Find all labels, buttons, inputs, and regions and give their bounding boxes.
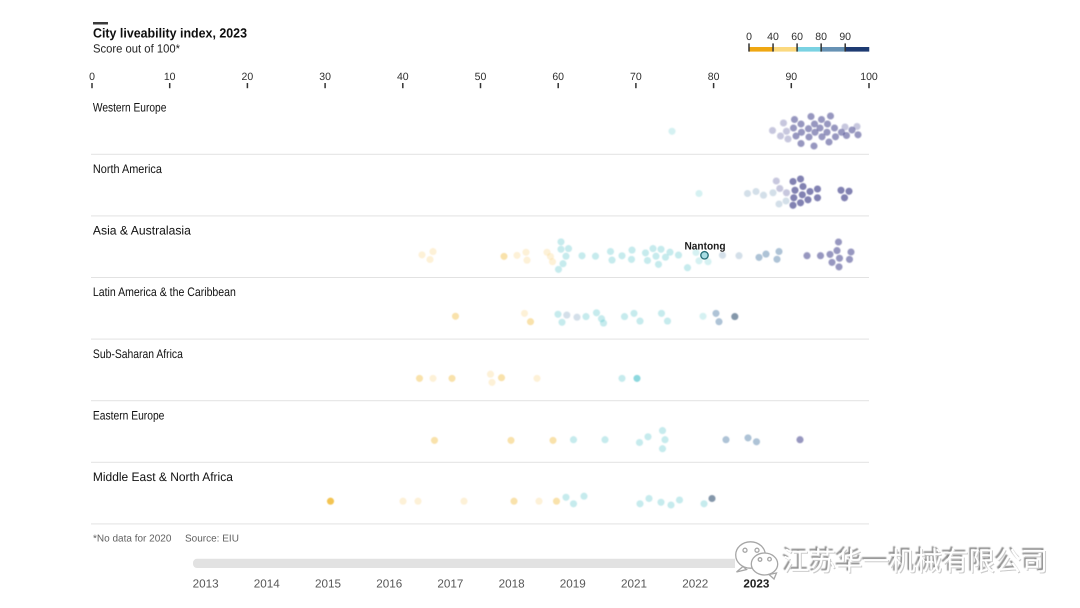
svg-text:City liveability index, 2023: City liveability index, 2023 xyxy=(93,26,247,41)
svg-text:Eastern Europe: Eastern Europe xyxy=(93,408,165,422)
svg-text:2013: 2013 xyxy=(193,577,219,590)
svg-text:60: 60 xyxy=(552,71,564,83)
svg-text:2018: 2018 xyxy=(499,577,525,590)
svg-text:80: 80 xyxy=(815,31,827,43)
svg-text:Source: EIU: Source: EIU xyxy=(185,534,239,545)
svg-text:2019: 2019 xyxy=(560,577,586,590)
svg-text:0: 0 xyxy=(746,31,752,43)
svg-text:Nantong: Nantong xyxy=(685,241,726,253)
svg-text:2014: 2014 xyxy=(254,577,281,590)
svg-text:2017: 2017 xyxy=(437,577,463,590)
svg-text:Western Europe: Western Europe xyxy=(93,100,167,114)
svg-text:Middle East & North Africa: Middle East & North Africa xyxy=(93,470,233,484)
svg-text:江苏华一机械有限公司: 江苏华一机械有限公司 xyxy=(781,545,1046,575)
svg-text:0: 0 xyxy=(89,71,95,83)
svg-text:70: 70 xyxy=(630,71,642,83)
svg-text:2016: 2016 xyxy=(376,577,402,590)
svg-text:2023: 2023 xyxy=(743,577,770,590)
svg-text:2021: 2021 xyxy=(621,577,647,590)
svg-text:10: 10 xyxy=(164,71,176,83)
svg-text:Latin America & the Caribbean: Latin America & the Caribbean xyxy=(93,285,236,299)
svg-text:Score out of 100*: Score out of 100* xyxy=(93,42,180,56)
svg-text:40: 40 xyxy=(397,71,409,83)
svg-text:2015: 2015 xyxy=(315,577,342,590)
svg-text:90: 90 xyxy=(839,31,851,43)
svg-text:Sub-Saharan Africa: Sub-Saharan Africa xyxy=(93,347,183,361)
svg-text:90: 90 xyxy=(785,71,797,83)
svg-text:*No data for 2020: *No data for 2020 xyxy=(93,534,172,545)
svg-text:江苏华一机械有限公司: 江苏华一机械有限公司 xyxy=(784,548,1049,578)
svg-text:50: 50 xyxy=(475,71,487,83)
svg-text:North America: North America xyxy=(93,162,162,176)
svg-text:80: 80 xyxy=(708,71,720,83)
svg-text:20: 20 xyxy=(242,71,254,83)
svg-text:60: 60 xyxy=(791,31,803,43)
svg-text:40: 40 xyxy=(767,31,779,43)
svg-text:30: 30 xyxy=(319,71,331,83)
svg-text:100: 100 xyxy=(860,71,878,83)
svg-text:2022: 2022 xyxy=(682,577,708,590)
svg-text:Asia & Australasia: Asia & Australasia xyxy=(93,224,191,238)
svg-text:江苏华一机械有限公司: 江苏华一机械有限公司 xyxy=(783,547,1048,577)
